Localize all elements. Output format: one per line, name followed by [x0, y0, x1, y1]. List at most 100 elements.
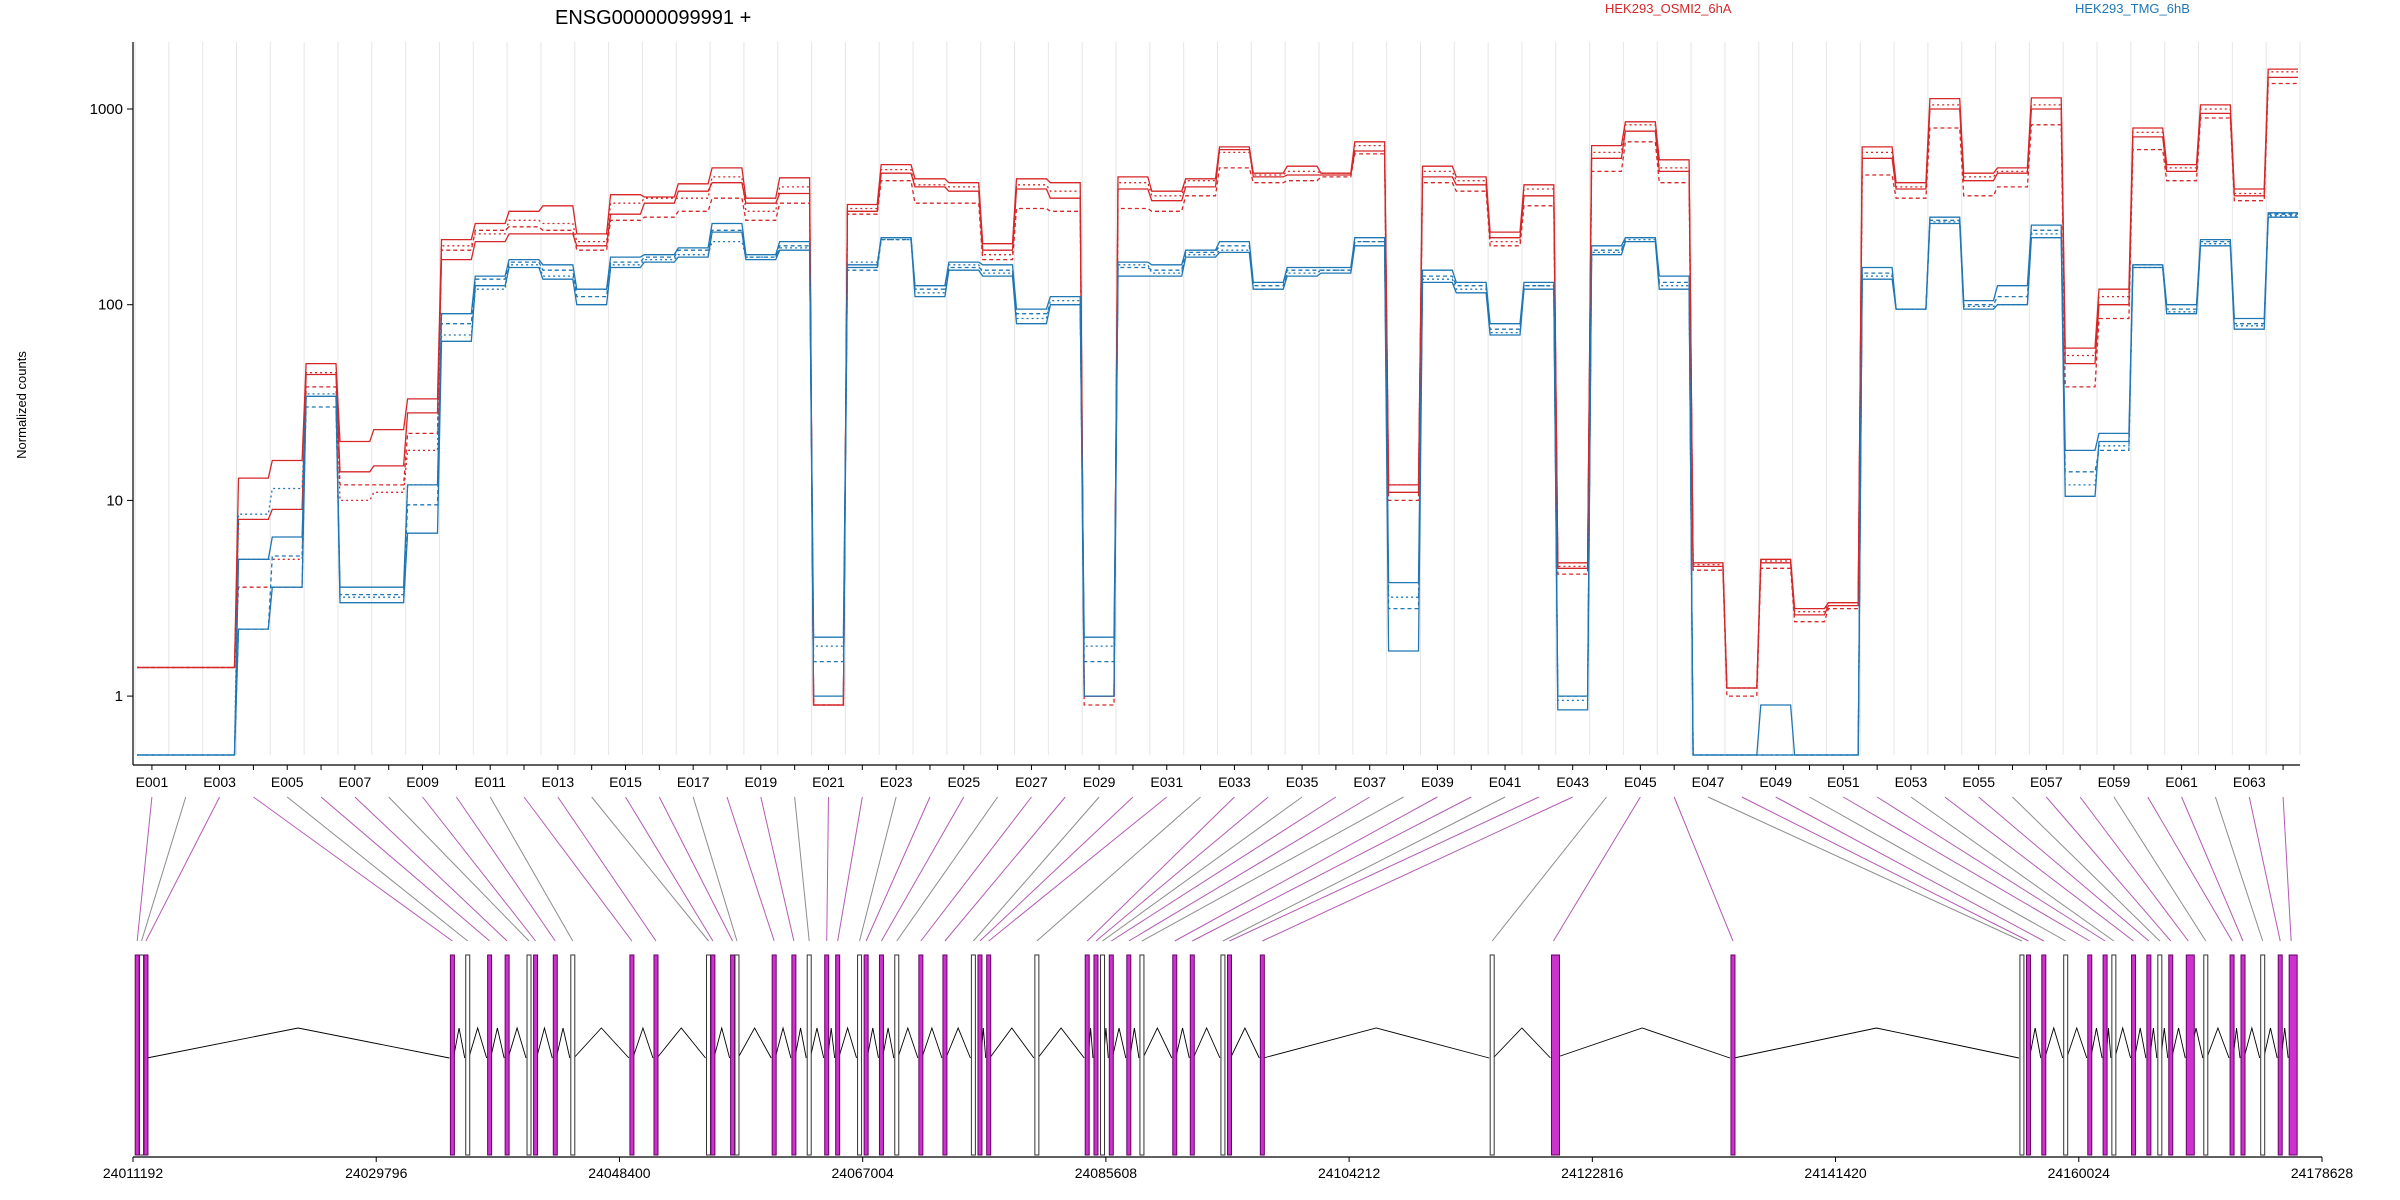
exon-block [1227, 954, 1232, 1156]
intron-line [452, 1027, 466, 1059]
genome-tick-label: 24011192 [103, 1165, 163, 1181]
y-tick-labels: 1 10 100 1000 [90, 101, 133, 705]
intron-line [632, 1026, 654, 1059]
exon-block [986, 954, 992, 1156]
genome-tick-label: 24160024 [2048, 1165, 2111, 1181]
exon-block [2203, 954, 2209, 1156]
exon-block [526, 954, 532, 1156]
intron-line [2134, 1027, 2147, 1059]
exon-connector [1102, 796, 1303, 942]
exon-connector [489, 796, 574, 942]
intron-line [573, 1027, 630, 1059]
intron-line [1733, 1027, 2020, 1059]
exon-label: E031 [1150, 774, 1183, 790]
exon-block [134, 954, 140, 1156]
exon-connector [455, 796, 556, 942]
exon-block [710, 954, 716, 1156]
intron-line [2044, 1026, 2064, 1059]
genome-tick-label: 24085608 [1075, 1165, 1138, 1181]
exon-block [552, 954, 558, 1156]
exon-block [2157, 954, 2163, 1156]
chart-title: ENSG00000099991 + [555, 7, 751, 29]
legend-entry-osmi2: HEK293_OSMI2_6hA [1605, 1, 1732, 16]
intron-line [656, 1027, 706, 1059]
exon-label: E063 [2233, 774, 2266, 790]
exon-connector [1910, 796, 2115, 942]
exon-block [1100, 954, 1106, 1156]
genome-tick-label: 24122816 [1561, 1165, 1624, 1181]
series-line-4 [137, 71, 2298, 706]
intron-line [866, 1027, 879, 1059]
legend-entry-tmg: HEK293_TMG_6hB [2075, 1, 2190, 16]
exon-block [1489, 954, 1495, 1156]
exon-connector [859, 796, 897, 942]
exon-connector [2181, 796, 2244, 942]
y-tick-label: 100 [98, 297, 123, 314]
intron-line [2171, 1027, 2186, 1059]
y-tick-label: 1000 [90, 101, 123, 118]
intron-line [882, 1027, 895, 1059]
exon-connector [1741, 796, 2029, 942]
series-lines [137, 68, 2298, 756]
exon-label: E017 [677, 774, 710, 790]
exon-block [487, 954, 493, 1156]
exon-connector [1491, 796, 1607, 942]
exon-block [1220, 954, 1226, 1156]
exon-connector [320, 796, 490, 942]
exon-block [2240, 954, 2246, 1156]
exon-block [970, 954, 976, 1156]
exon-block [1108, 954, 1114, 1156]
intron-line [2243, 1026, 2261, 1059]
exon-connector [920, 796, 1032, 942]
exon-connector [979, 796, 1134, 942]
exon-block [533, 954, 539, 1156]
y-tick-label: 1 [115, 688, 123, 705]
exon-block [942, 954, 948, 1156]
exon-block [1126, 954, 1132, 1156]
exon-block [465, 954, 471, 1156]
exon-label: E021 [812, 774, 845, 790]
exon-connector [1775, 796, 2045, 942]
exon-connector [388, 796, 530, 942]
exon-block [504, 954, 510, 1156]
exon-connector [136, 796, 153, 942]
intron-line [146, 1027, 450, 1059]
genome-tick-label: 24104212 [1318, 1165, 1381, 1181]
exon-block [894, 954, 900, 1156]
exon-connector [2248, 796, 2281, 942]
exon-block [2102, 954, 2108, 1156]
exon-block [2168, 954, 2174, 1156]
exon-label: E027 [1015, 774, 1048, 790]
exon-connector [1141, 796, 1404, 942]
exon-block [653, 954, 659, 1156]
exon-block [2131, 954, 2137, 1156]
exon-block [1139, 954, 1145, 1156]
exon-connector [1553, 796, 1641, 942]
exon-connector [2113, 796, 2207, 942]
exon-label: E053 [1895, 774, 1928, 790]
genome-coordinate-labels: 24011192 24029796 24048400 24067004 24085608… [103, 1157, 2353, 1181]
exon-label: E035 [1286, 774, 1319, 790]
exon-label: E019 [744, 774, 777, 790]
series-line-6 [137, 213, 2298, 756]
exon-connector [2147, 796, 2233, 942]
exon-connector [1673, 796, 1734, 942]
exon-label: E005 [271, 774, 304, 790]
exon-block [1189, 954, 1195, 1156]
exon-connector [881, 796, 965, 942]
exon-connector-lines [136, 796, 2292, 942]
exon-block [734, 954, 740, 1156]
exon-block [2260, 954, 2266, 1156]
intron-line [1037, 1027, 1085, 1059]
exon-tick-labels: E001 E003 E005 E007 E009 E011 E013 E015 E017 E019… [136, 765, 2284, 790]
exon-connector [523, 796, 633, 942]
exon-label: E059 [2098, 774, 2131, 790]
exon-block [2025, 954, 2031, 1156]
exon-block [2288, 954, 2298, 1156]
exon-connector [2012, 796, 2161, 942]
exon-label: E015 [609, 774, 642, 790]
y-axis-label: Normalized counts [14, 351, 29, 459]
exon-connector [1192, 796, 1472, 942]
exon-connector [557, 796, 657, 942]
exon-block [2063, 954, 2069, 1156]
